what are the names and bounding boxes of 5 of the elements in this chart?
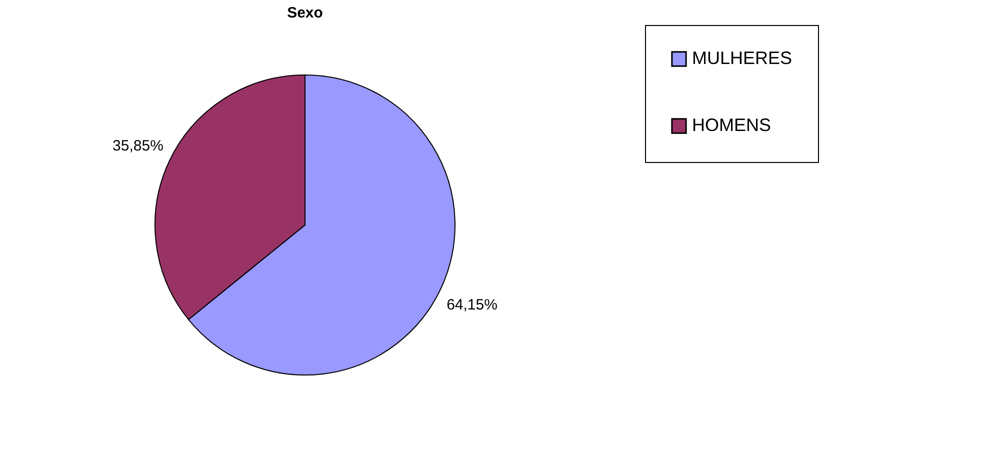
legend-label: MULHERES (692, 48, 792, 68)
data-label: 64,15% (446, 296, 498, 314)
data-label: 35,85% (112, 137, 164, 154)
legend-label: HOMENS (692, 115, 772, 135)
chart-title: Sexo (287, 4, 323, 22)
